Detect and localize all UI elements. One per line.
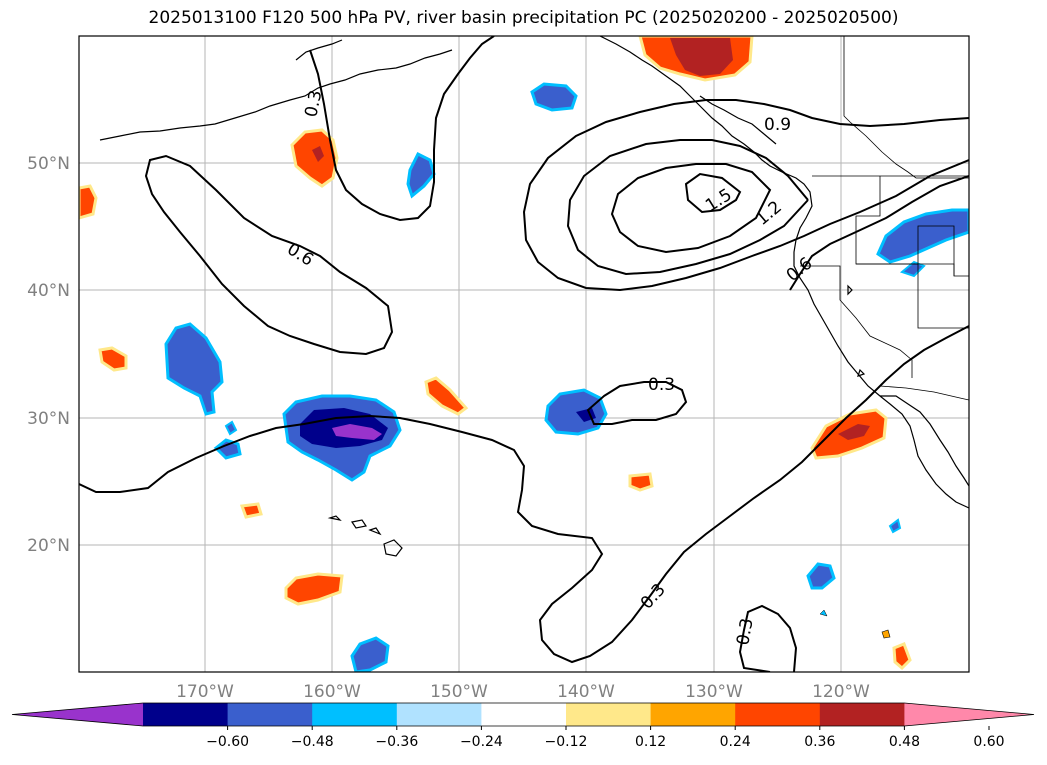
- positive-anomaly-160w-core: [312, 146, 324, 162]
- colorbar-extend-min: [12, 703, 143, 726]
- positive-anomaly-california-core: [838, 424, 870, 440]
- pv-contour-09: [522, 99, 969, 292]
- positive-anomaly-115w-12n: [892, 642, 912, 671]
- colorbar-tick-label: −0.48: [291, 734, 334, 750]
- negative-anomaly-121w-17n: [806, 562, 836, 590]
- colorbar-segment: [143, 703, 229, 726]
- coast-island-b: [857, 368, 866, 377]
- pv-contour-03-140w: [586, 381, 688, 425]
- lat-label-30n: 30°N: [27, 409, 70, 429]
- colorbar-segment: [481, 703, 567, 726]
- pv-contours: [79, 36, 969, 672]
- negative-anomaly-120w-14n: [819, 609, 828, 617]
- positive-anomaly-160w-16n: [284, 572, 344, 606]
- colorbar-outline: [11, 702, 1035, 727]
- positive-anomaly-117w-14n: [881, 629, 891, 639]
- state-borders-3: [917, 225, 955, 276]
- colorbar-segment: [566, 703, 652, 726]
- lon-label-160w: 160°W: [303, 682, 361, 702]
- colorbar-tick-label: −0.12: [545, 734, 588, 750]
- positive-anomaly-left-edge: [79, 184, 98, 220]
- colorbar-tick-label: 0.36: [804, 734, 835, 750]
- lat-label-40n: 40°N: [27, 281, 70, 301]
- baja-gulf-coast: [880, 395, 969, 487]
- alaska-coast-north: [295, 39, 343, 61]
- negative-anomaly-168w-31n: [224, 420, 238, 436]
- us-mexico-border: [879, 385, 969, 401]
- lat-label-50n: 50°N: [27, 154, 70, 174]
- contour-label: 0.3: [733, 617, 757, 647]
- pv-contour-06-east: [789, 175, 969, 291]
- negative-anomaly-170w-35n: [164, 322, 224, 416]
- colorbar-segment: [819, 703, 905, 726]
- positive-anomaly-135w-25n: [628, 472, 654, 492]
- pv-contour-06-west: [144, 154, 394, 356]
- negative-anomaly-168w-29n: [213, 438, 242, 460]
- pv-contour-03-main: [79, 325, 969, 664]
- latitude-labels: 50°N 40°N 30°N 20°N: [27, 154, 70, 556]
- positive-anomaly-167w-22n: [239, 502, 263, 519]
- borders: [800, 36, 969, 401]
- negative-anomaly-116w-21n: [888, 518, 902, 534]
- colorbar-extend-max: [904, 703, 1034, 726]
- lon-label-120w: 120°W: [812, 682, 870, 702]
- negative-anomaly-155w-49n: [406, 151, 436, 199]
- contour-label: 0.3: [648, 375, 675, 395]
- lon-label-130w: 130°W: [685, 682, 743, 702]
- colorbar: −0.60 −0.48 −0.36 −0.24 −0.12 0.12 0.24 0.36 0.4…: [11, 702, 1035, 750]
- figure-title: 2025013100 F120 500 hPa PV, river basin …: [148, 8, 899, 28]
- colorbar-segment: [312, 703, 398, 726]
- colorbar-tick-label: 0.24: [720, 734, 751, 750]
- map-frame: [78, 35, 970, 673]
- lat-label-20n: 20°N: [27, 536, 70, 556]
- positive-anomaly-alaska-core: [670, 38, 733, 76]
- negative-anomaly-158w-30n-core: [332, 424, 382, 440]
- colorbar-tick-label: 0.60: [973, 734, 1004, 750]
- hawaii-island-1: [327, 515, 342, 521]
- colorbar-tick-label: 0.12: [635, 734, 666, 750]
- hawaii-island-big: [383, 539, 403, 557]
- colorbar-segment: [227, 703, 313, 726]
- positive-anomaly-150w-32n: [424, 376, 469, 416]
- positive-anomaly-175w-35n: [98, 346, 128, 372]
- colorbar-tick-label: −0.24: [460, 734, 503, 750]
- contour-label: 0.9: [764, 115, 791, 135]
- hawaii-island-3: [368, 527, 382, 536]
- negative-anomaly-rockies: [876, 208, 969, 264]
- bc-islands: [699, 95, 777, 145]
- pv-contour-03-south: [738, 604, 798, 672]
- pv-contour-12: [566, 139, 809, 276]
- colorbar-tick-label: −0.60: [206, 734, 249, 750]
- colorbar-segment: [650, 703, 736, 726]
- aleutian-coast: [99, 49, 453, 141]
- pv-contour-15-inner: [684, 172, 742, 214]
- hawaii-island-2: [351, 519, 367, 529]
- state-borders-4: [800, 265, 913, 378]
- pv-contour-03-north: [309, 36, 495, 222]
- colorbar-segment: [396, 703, 482, 726]
- colorbar-segment: [735, 703, 821, 726]
- colorbar-tick-label: −0.36: [375, 734, 418, 750]
- lon-label-150w: 150°W: [430, 682, 488, 702]
- lon-label-140w: 140°W: [557, 682, 615, 702]
- pv-contour-15: [610, 163, 772, 254]
- lon-label-170w: 170°W: [176, 682, 234, 702]
- longitude-labels: 170°W 160°W 150°W 140°W 130°W 120°W: [176, 682, 870, 702]
- negative-anomaly-145w-55n: [530, 82, 578, 112]
- colorbar-tick-label: 0.48: [889, 734, 920, 750]
- coast-island-a: [847, 284, 853, 296]
- negative-anomaly-rockies-small: [899, 260, 926, 278]
